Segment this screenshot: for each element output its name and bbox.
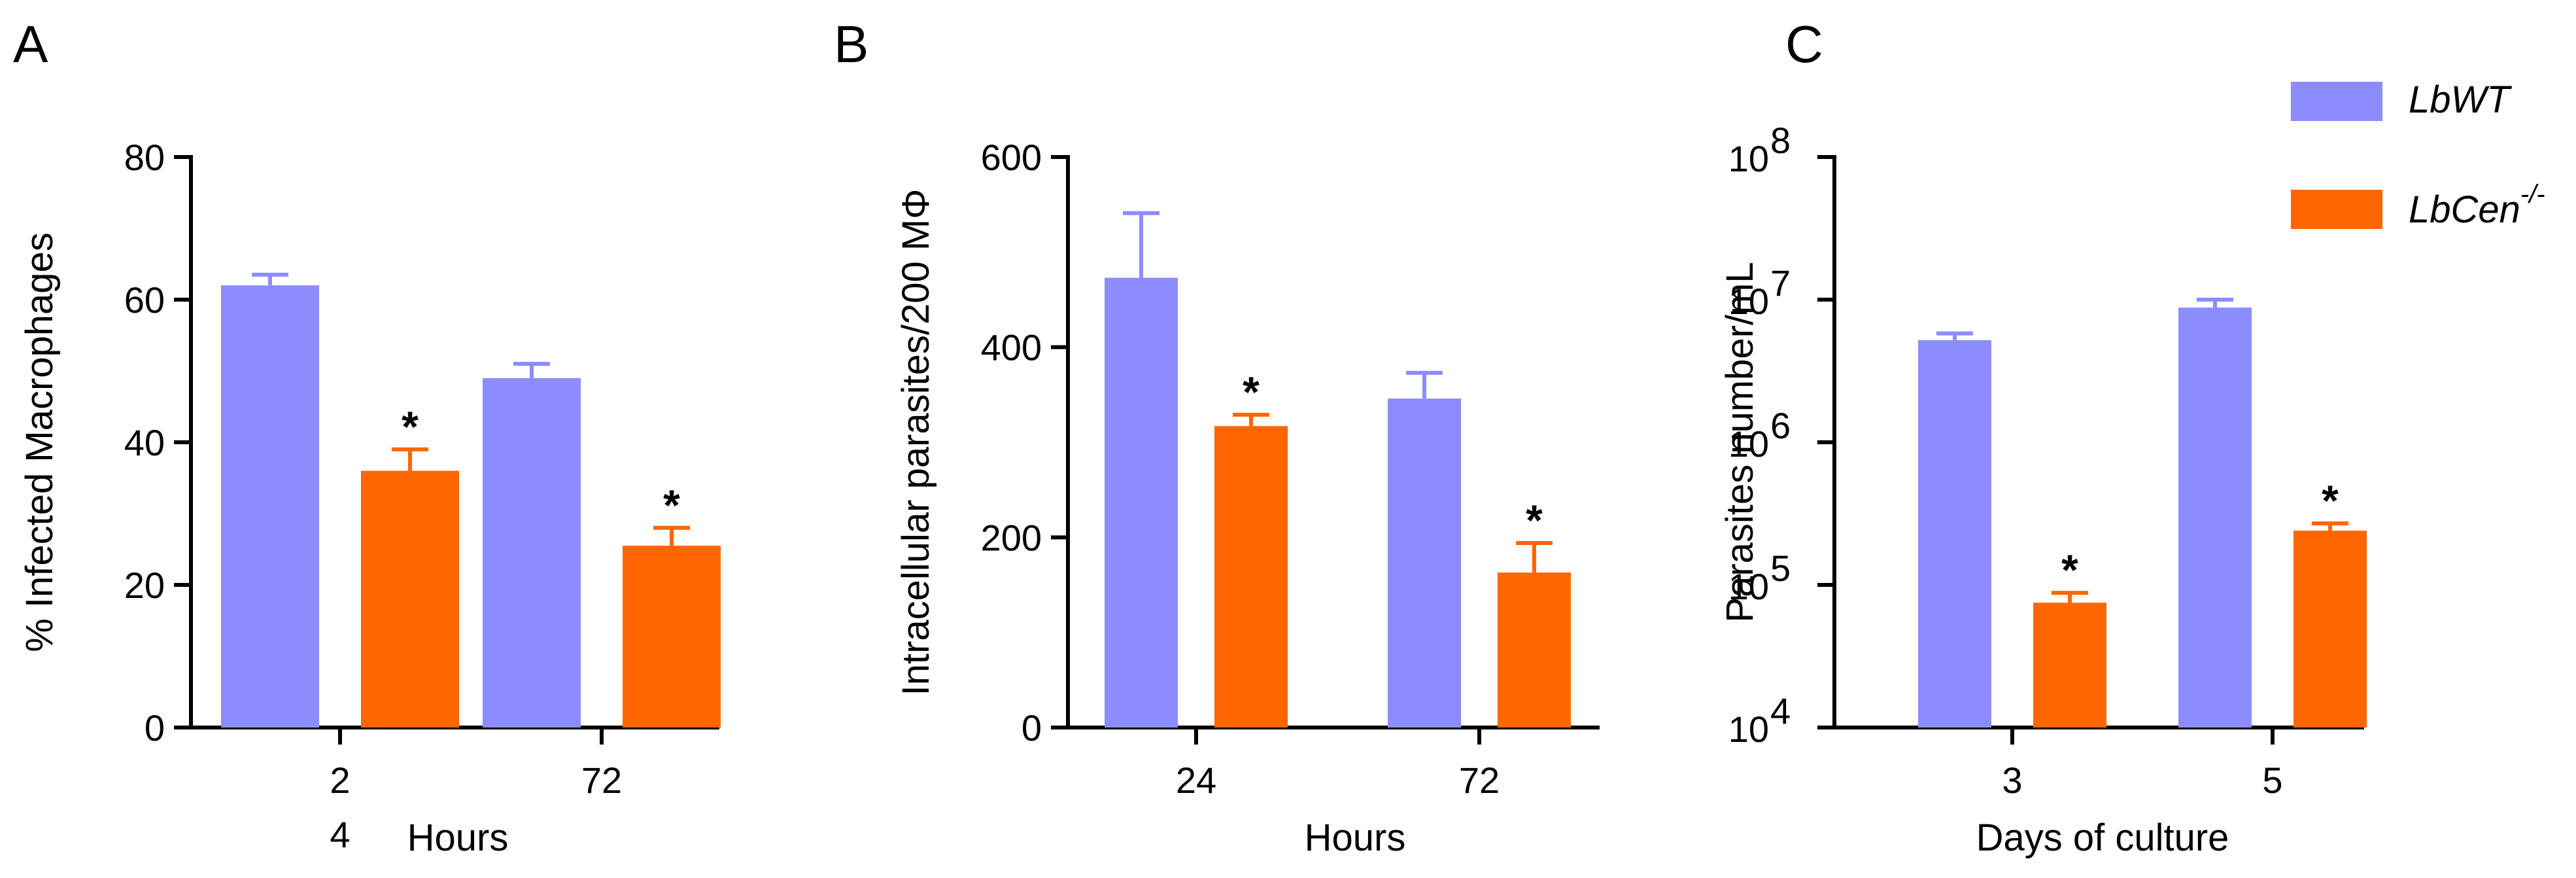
x-tick-label: 24 bbox=[1176, 760, 1216, 801]
panel-a: A 0 20 40 60 80 2 4 72 Hours % Infected Macrophage… bbox=[13, 15, 721, 859]
x-tick-label: 72 bbox=[1459, 760, 1500, 801]
significance-star: * bbox=[2061, 546, 2078, 594]
legend-label-lbcen: LbCen-/- bbox=[2409, 180, 2545, 231]
y-tick-label: 60 bbox=[124, 279, 165, 321]
significance-star: * bbox=[2322, 476, 2339, 525]
bar-lbcen-5 bbox=[2293, 531, 2367, 728]
y-tick-label: 80 bbox=[124, 137, 165, 178]
x-tick-label: 2 bbox=[330, 760, 350, 801]
bar-lbcen-72 bbox=[1498, 572, 1571, 728]
x-tick-label: 5 bbox=[2262, 760, 2282, 801]
bar-lbcen-72 bbox=[623, 546, 721, 728]
legend-label-lbwt: LbWT bbox=[2409, 79, 2512, 121]
significance-star: * bbox=[1526, 496, 1543, 544]
bar-lbwt-72 bbox=[483, 378, 581, 728]
significance-star: * bbox=[1243, 368, 1260, 416]
panel-letter: C bbox=[1785, 15, 1823, 73]
y-tick-label: 10 bbox=[1728, 281, 1769, 322]
bar-lbwt-24 bbox=[1105, 277, 1178, 728]
y-tick-label: 0 bbox=[145, 707, 165, 748]
significance-star: * bbox=[402, 402, 419, 451]
y-tick-label: 200 bbox=[981, 517, 1042, 558]
y-tick-label: 400 bbox=[981, 327, 1042, 368]
y-axis-title: % Infected Macrophages bbox=[18, 232, 61, 652]
significance-star: * bbox=[663, 481, 680, 529]
y-axis-title: Intracellular parasites/200 MΦ bbox=[895, 189, 937, 696]
x-axis-title: Hours bbox=[1305, 817, 1406, 859]
y-tick-label-exponent: 5 bbox=[1770, 548, 1791, 589]
x-tick-label: 3 bbox=[2002, 760, 2022, 801]
y-tick-label: 600 bbox=[981, 137, 1042, 178]
legend-swatch-lbcen bbox=[2291, 190, 2382, 229]
y-tick-label-exponent: 6 bbox=[1770, 405, 1791, 446]
bar-lbwt-24 bbox=[221, 285, 319, 728]
bar-lbwt-72 bbox=[1388, 398, 1461, 728]
y-tick-label: 40 bbox=[124, 422, 165, 463]
y-tick-label: 0 bbox=[1022, 707, 1042, 748]
x-axis-title: Hours bbox=[407, 817, 509, 859]
x-tick-label: 72 bbox=[581, 760, 622, 801]
bar-lbwt-5 bbox=[2178, 307, 2252, 728]
y-tick-label: 10 bbox=[1728, 423, 1769, 465]
x-tick-label: 4 bbox=[330, 814, 350, 855]
panel-letter: A bbox=[13, 15, 48, 73]
y-tick-label: 20 bbox=[124, 565, 165, 606]
y-tick-label-exponent: 8 bbox=[1770, 120, 1791, 161]
bar-lbwt-3 bbox=[1918, 340, 1991, 728]
bar-lbcen-3 bbox=[2033, 603, 2106, 728]
y-tick-label-exponent: 4 bbox=[1770, 690, 1791, 731]
x-axis-title: Days of culture bbox=[1976, 817, 2229, 859]
bar-lbcen-24 bbox=[361, 470, 459, 728]
y-tick-label: 10 bbox=[1728, 138, 1769, 179]
panel-letter: B bbox=[834, 15, 868, 73]
legend: LbWT LbCen-/- bbox=[2291, 79, 2545, 231]
bar-lbcen-24 bbox=[1214, 426, 1288, 728]
legend-swatch-lbwt bbox=[2291, 82, 2382, 121]
y-tick-label-exponent: 7 bbox=[1770, 262, 1791, 304]
panel-b: B 0 200 400 600 24 72 Hours Intracellular parasi… bbox=[834, 15, 1600, 859]
y-axis-title: Parasites number/mL bbox=[1719, 262, 1761, 622]
y-tick-label: 10 bbox=[1728, 709, 1769, 750]
y-tick-label: 10 bbox=[1728, 566, 1769, 607]
